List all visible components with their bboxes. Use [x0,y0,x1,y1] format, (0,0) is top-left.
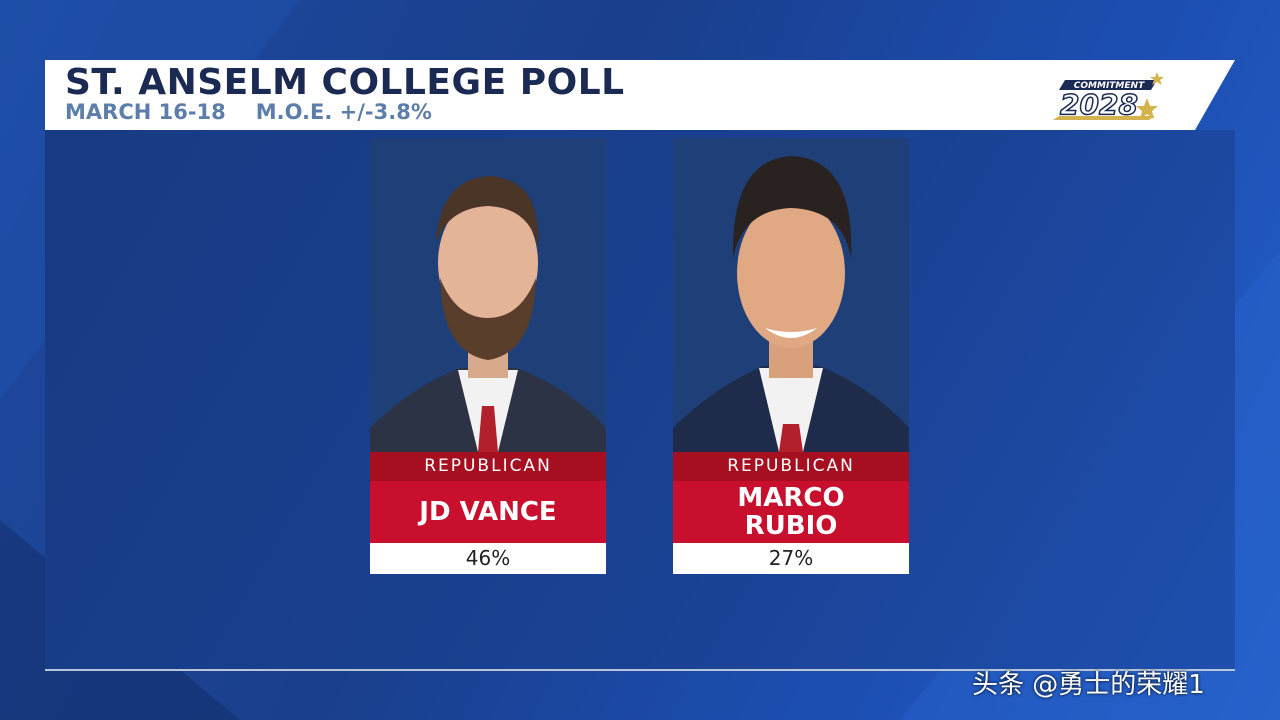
logo-top: COMMITMENT [1074,81,1145,91]
header: ST. ANSELM COLLEGE POLL MARCH 16-18 M.O.E… [45,60,1235,130]
candidate-card: REPUBLICAN MARCO RUBIO 27% [673,138,909,574]
content-panel [45,130,1235,671]
name-line: MARCO [737,483,845,513]
candidate-photo [370,138,606,452]
poll-result: 27% [673,543,909,574]
dates: MARCH 16-18 [65,100,226,124]
candidate-photo [673,138,909,452]
title: ST. ANSELM COLLEGE POLL [65,62,625,103]
candidate-name: MARCO RUBIO [673,481,909,543]
logo: COMMITMENT 2028 [1053,72,1164,122]
party-label: REPUBLICAN [370,452,606,481]
poll-result: 46% [370,543,606,574]
candidate-card: REPUBLICAN JD VANCE 46% [370,138,606,574]
name-line: JD VANCE [419,497,557,527]
candidate-name: JD VANCE [370,481,606,543]
header-bar [45,60,1235,130]
watermark: 头条 @勇士的荣耀1 [972,670,1205,700]
margin-of-error: M.O.E. +/-3.8% [255,100,432,124]
name-line: RUBIO [744,511,838,541]
subtitle: MARCH 16-18 M.O.E. +/-3.8% [65,100,432,124]
party-label: REPUBLICAN [673,452,909,481]
